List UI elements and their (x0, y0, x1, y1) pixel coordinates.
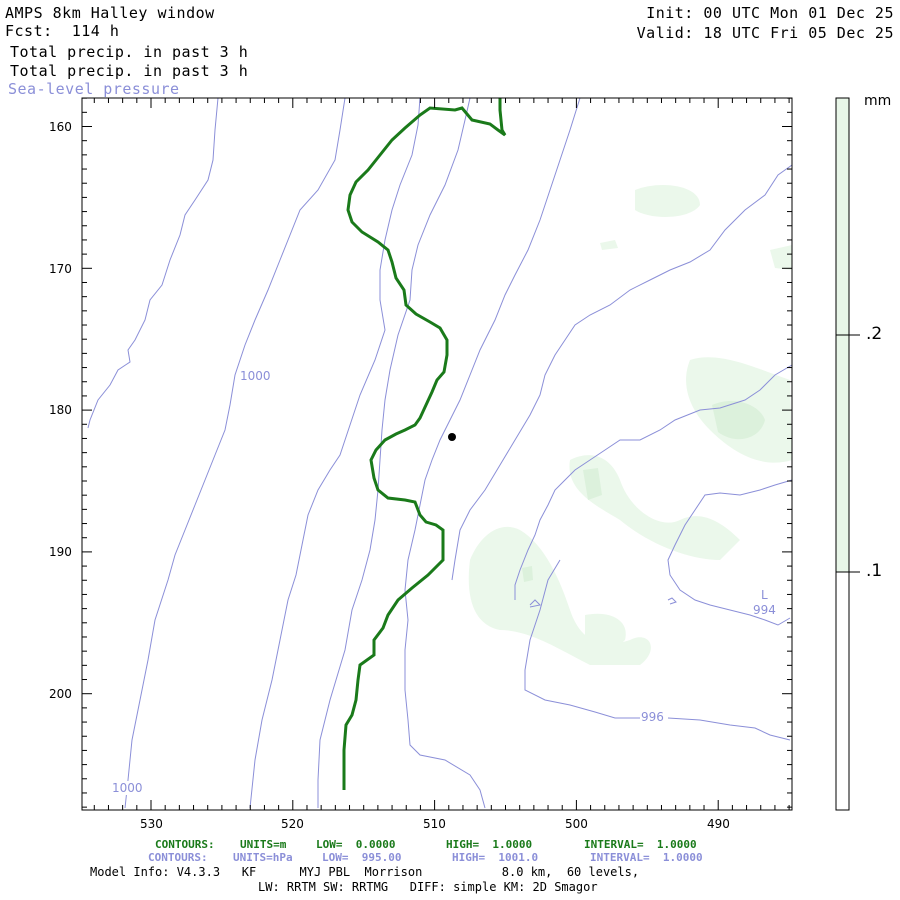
isobar (87, 97, 219, 429)
isobar (529, 599, 542, 608)
colorbar-segment (835, 571, 850, 811)
footer-blue-contours: CONTOURS: (148, 851, 208, 864)
footer-physics: LW: RRTM SW: RRTMG DIFF: simple KM: 2D S… (258, 880, 598, 894)
colorbar-segment (835, 97, 850, 336)
y-tick-label: 200 (49, 687, 72, 701)
x-tick-label: 520 (281, 817, 304, 831)
low-pressure-marker: L (761, 588, 768, 602)
precip-core (522, 566, 533, 582)
isobar-label: 1000 (240, 369, 271, 383)
isobar (524, 559, 640, 719)
x-tick-label: 490 (707, 817, 730, 831)
isobar (249, 97, 421, 809)
footer-green-low: LOW= 0.0000 (316, 838, 396, 851)
field-label-slp: Sea-level pressure (8, 80, 180, 98)
y-tick-label: 180 (49, 403, 72, 417)
precip-area (635, 185, 700, 217)
pressure-contours (87, 97, 793, 809)
precip-core (583, 468, 602, 500)
footer-green-contours: CONTOURS: (155, 838, 215, 851)
field-label-2: Total precip. in past 3 h (10, 62, 249, 80)
footer-model-info: Model Info: V4.3.3 KF MYJ PBL Morrison 8… (90, 865, 640, 879)
isobar (667, 597, 677, 605)
y-tick-label: 190 (49, 545, 72, 559)
isobar-label: 1000 (112, 781, 143, 795)
footer-green-high: HIGH= 1.0000 (446, 838, 533, 851)
precip-area (468, 526, 651, 665)
forecast-hour: Fcst: 114 h (5, 22, 120, 40)
footer-green-units: UNITS=m (240, 838, 287, 851)
y-tick-label: 170 (49, 262, 72, 276)
isobar (667, 717, 791, 741)
colorbar (835, 97, 860, 811)
isobar (317, 97, 471, 808)
colorbar-label: .1 (866, 561, 883, 581)
init-time: Init: 00 UTC Mon 01 Dec 25 (646, 4, 894, 22)
isobar (404, 97, 581, 809)
terrain-height-contour (342, 98, 507, 790)
footer-blue-low: LOW= 995.00 (322, 851, 402, 864)
precip-area (569, 455, 740, 560)
field-label-1: Total precip. in past 3 h (10, 43, 249, 61)
footer-blue-high: HIGH= 1001.0 (452, 851, 539, 864)
title-domain: AMPS 8km Halley window (5, 4, 215, 22)
footer-blue-interval: INTERVAL= 1.0000 (590, 851, 703, 864)
y-tick-label: 160 (49, 120, 72, 134)
axis-ticks (82, 97, 792, 810)
footer-blue-units: UNITS=hPa (233, 851, 293, 864)
precip-area (770, 245, 792, 270)
valid-time: Valid: 18 UTC Fri 05 Dec 25 (636, 24, 894, 42)
colorbar-segment (835, 334, 850, 573)
x-tick-label: 530 (140, 817, 163, 831)
isobar (514, 364, 793, 600)
isobar (124, 97, 346, 809)
plot-frame (81, 97, 793, 811)
isobar (667, 479, 793, 626)
precip-shading-dark (522, 400, 765, 582)
station-marker (448, 433, 456, 441)
colorbar-unit: mm (864, 93, 892, 109)
isobar-label: 994 (753, 603, 776, 617)
precip-core (712, 400, 765, 440)
precip-area (585, 613, 626, 650)
x-tick-label: 510 (423, 817, 446, 831)
isobar (451, 164, 793, 581)
x-tick-label: 500 (565, 817, 588, 831)
isobar-label: 996 (641, 710, 664, 724)
colorbar-label: .2 (866, 324, 883, 344)
precip-area (600, 240, 618, 250)
footer-green-interval: INTERVAL= 1.0000 (584, 838, 697, 851)
